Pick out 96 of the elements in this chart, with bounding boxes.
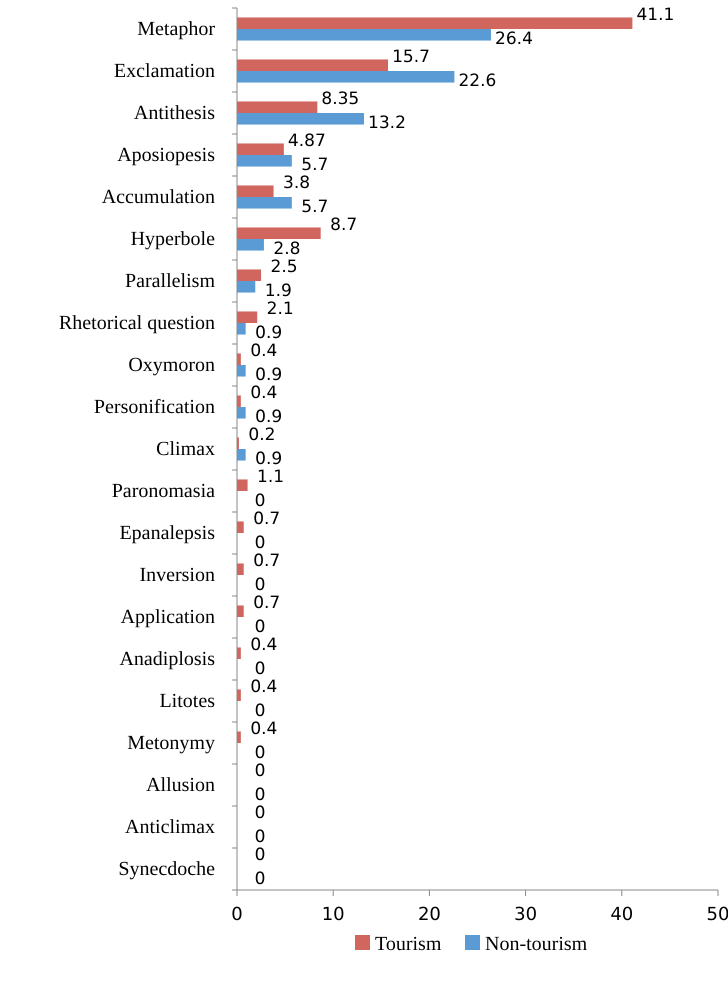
y-tick-label: Litotes [159,690,216,712]
bar [237,29,491,41]
y-tick-label: Personification [94,396,215,418]
data-label: 8.35 [321,89,360,110]
y-tick-label: Paronomasia [112,480,216,502]
data-label: 0 [254,658,266,679]
bar [237,311,258,323]
y-tick-label: Parallelism [125,270,216,292]
y-tick-label: Allusion [146,774,215,796]
data-label: 4.87 [288,131,326,152]
bar [237,185,274,197]
bar [237,239,264,251]
legend-label: Non-tourism [485,933,588,955]
data-label: 0 [254,616,266,637]
y-tick-label: Oxymoron [128,354,215,376]
data-label: 0 [254,826,266,847]
data-label: 22.6 [458,70,496,91]
data-label: 0 [254,700,266,721]
data-label: 0.9 [255,406,282,427]
y-tick-label: Synecdoche [118,858,216,880]
data-label: 8.7 [330,215,358,236]
y-tick-label: Metonymy [127,732,215,754]
data-label: 13.2 [368,112,406,133]
x-tick-label: 30 [514,904,538,925]
bar [237,731,241,743]
y-tick-label: Rhetorical question [58,312,215,334]
data-label: 5.7 [301,196,328,217]
y-tick-label: Application [120,606,215,628]
bar [237,143,284,155]
x-tick-label: 0 [231,904,243,925]
bar [237,281,256,293]
data-label: 0.9 [255,322,282,343]
data-label: 2.8 [273,238,300,259]
data-label: 0.7 [253,593,280,614]
y-tick-label: Aposiopesis [117,144,216,166]
bar [237,353,241,365]
data-label: 0.4 [250,341,278,362]
bar [237,59,388,71]
data-label: 0.4 [250,635,278,656]
bar [237,407,246,419]
bar [237,365,246,377]
y-tick-label: Anadiplosis [119,648,216,670]
y-tick-label: Metaphor [137,18,216,40]
data-label: 41.1 [636,5,674,26]
data-label: 0 [254,803,266,824]
bar [237,689,241,701]
y-tick-label: Climax [156,438,215,460]
data-label: 26.4 [495,28,533,49]
bar [237,269,262,281]
data-label: 2.1 [266,299,294,320]
data-label: 1.9 [264,280,292,301]
bar [237,155,292,167]
x-tick-label: 40 [610,904,634,925]
bar [237,113,364,125]
data-label: 0.7 [253,509,280,530]
x-tick-label: 50 [706,904,728,925]
bar [237,71,454,83]
data-label: 0.4 [250,719,278,740]
bar [237,395,241,407]
bar [237,647,241,659]
y-tick-label: Inversion [139,564,215,586]
bar [237,101,318,113]
data-label: 0 [254,845,266,866]
x-tick-label: 20 [418,904,441,925]
data-label: 0.9 [255,448,282,469]
data-label: 0.9 [255,364,282,385]
y-tick-label: Exclamation [114,60,215,82]
legend-label: Tourism [375,933,442,955]
data-label: 0.4 [250,677,278,698]
data-label: 1.1 [257,467,284,488]
x-tick-label: 10 [322,904,345,925]
data-label: 0 [254,532,266,553]
data-label: 5.7 [301,154,328,175]
data-label: 0 [254,574,266,595]
y-tick-label: Accumulation [102,186,215,208]
y-tick-label: Anticlimax [125,816,215,838]
bar [237,227,321,239]
data-label: 0 [254,742,266,763]
data-label: 0 [254,761,266,782]
bar [237,323,246,335]
y-tick-label: Epanalepsis [119,522,216,544]
data-label: 3.8 [283,173,310,194]
data-label: 0 [254,868,266,889]
bar [237,449,246,461]
data-label: 0.4 [250,383,278,404]
data-label: 2.5 [270,257,298,278]
data-label: 0.7 [253,551,280,572]
y-tick-label: Hyperbole [130,228,216,250]
data-label: 0 [254,784,266,805]
data-label: 0.2 [248,425,276,446]
y-tick-label: Antithesis [134,102,216,124]
bar [237,17,632,29]
bar [237,479,248,491]
data-label: 0 [254,490,266,511]
bar [237,197,292,209]
data-label: 15.7 [392,47,430,68]
